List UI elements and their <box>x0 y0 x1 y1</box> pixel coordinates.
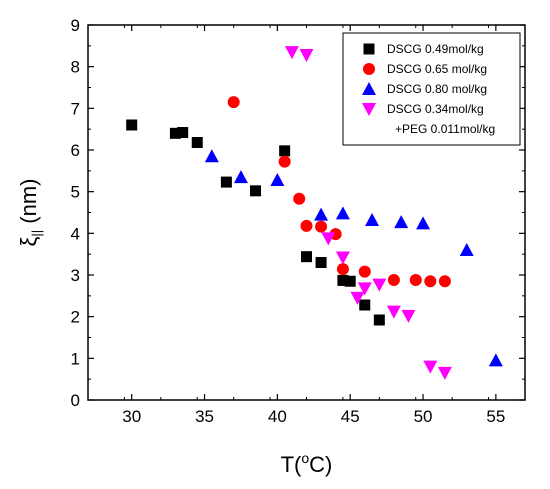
data-point-series-2 <box>409 274 422 286</box>
x-tick-label: 30 <box>122 407 141 426</box>
y-tick-label: 3 <box>71 266 80 285</box>
data-point-series-3 <box>488 353 503 367</box>
legend: DSCG 0.49mol/kg DSCG 0.65 mol/kg DSCG 0.80… <box>342 32 521 146</box>
data-point-series-1 <box>177 127 189 138</box>
x-tick-label: 50 <box>414 407 433 426</box>
y-axis-ticks: 0 1 2 3 4 5 6 7 8 9 <box>71 16 525 410</box>
data-point-series-3 <box>365 213 380 226</box>
x-axis-title-end: C) <box>309 452 332 477</box>
legend-marker-2 <box>363 63 375 75</box>
legend-marker-1 <box>363 43 375 55</box>
x-axis-title: T(oC) <box>281 450 333 477</box>
x-axis-title-main: T( <box>281 452 302 477</box>
data-point-series-4 <box>335 251 350 265</box>
data-point-series-1 <box>169 127 181 139</box>
data-point-series-2 <box>424 275 437 288</box>
data-point-series-1 <box>344 275 356 287</box>
data-point-series-4 <box>401 309 416 323</box>
data-point-series-3 <box>204 149 219 163</box>
data-point-series-2 <box>300 219 313 232</box>
data-point-series-4 <box>321 232 336 246</box>
data-point-series-3 <box>314 207 329 221</box>
y-axis-title: ξ|| (nm) <box>16 179 44 247</box>
y-axis-title-sub: || <box>29 230 44 237</box>
y-tick-label: 6 <box>71 141 80 160</box>
y-tick-label: 5 <box>71 183 80 202</box>
data-point-series-4 <box>423 360 438 374</box>
legend-label-4-line2: +PEG 0.011mol/kg <box>395 122 495 136</box>
data-point-series-1 <box>337 274 349 286</box>
data-point-series-2 <box>293 192 306 205</box>
legend-label-3: DSCG 0.80 mol/kg <box>387 82 487 96</box>
data-point-series-4 <box>357 282 372 296</box>
y-tick-label: 1 <box>71 349 80 368</box>
data-point-series-4 <box>284 46 299 60</box>
data-point-series-4 <box>350 291 365 305</box>
data-point-series-2 <box>278 155 291 168</box>
legend-label-1: DSCG 0.49mol/kg <box>387 42 484 56</box>
data-point-series-4 <box>299 49 314 62</box>
data-point-series-3 <box>270 173 285 186</box>
data-point-series-1 <box>220 176 232 188</box>
data-point-series-2 <box>438 275 451 288</box>
data-point-series-1 <box>279 145 291 157</box>
data-point-series-3 <box>394 215 409 229</box>
data-point-series-2 <box>227 96 240 109</box>
data-point-series-1 <box>359 299 371 311</box>
data-point-series-1 <box>315 257 327 268</box>
y-tick-label: 9 <box>71 16 80 35</box>
data-point-series-4 <box>386 305 401 319</box>
legend-label-2: DSCG 0.65 mol/kg <box>387 62 487 76</box>
data-point-series-1 <box>191 137 203 148</box>
x-tick-label: 55 <box>486 407 505 426</box>
y-axis-title-main: ξ <box>16 236 41 246</box>
data-point-series-3 <box>335 206 350 220</box>
y-tick-label: 0 <box>71 391 80 410</box>
data-point-series-4 <box>372 278 387 292</box>
legend-marker-4 <box>362 103 376 116</box>
data-point-series-2 <box>358 265 371 278</box>
data-point-series-1 <box>301 251 312 263</box>
x-tick-label: 35 <box>195 407 214 426</box>
data-point-series-2 <box>315 220 328 233</box>
x-tick-label: 45 <box>341 407 360 426</box>
x-axis-ticks: 30 35 40 45 50 55 <box>87 25 526 426</box>
data-point-series-2 <box>387 274 400 286</box>
x-axis-title-sup: o <box>301 450 309 466</box>
data-point-series-2 <box>336 263 349 276</box>
data-points <box>126 46 503 380</box>
y-tick-label: 7 <box>71 99 80 118</box>
x-tick-label: 40 <box>268 407 287 426</box>
y-tick-label: 8 <box>71 58 80 77</box>
data-point-series-1 <box>126 119 138 131</box>
data-point-series-1 <box>373 314 385 326</box>
y-axis-title-end: (nm) <box>16 179 41 230</box>
data-point-series-1 <box>250 185 262 197</box>
legend-label-4: DSCG 0.34mol/kg <box>387 102 484 116</box>
data-point-series-3 <box>233 170 248 184</box>
legend-marker-3 <box>362 82 376 95</box>
data-point-series-3 <box>416 216 431 230</box>
data-point-series-3 <box>459 243 474 256</box>
y-tick-label: 2 <box>71 308 80 327</box>
y-tick-label: 4 <box>71 224 80 243</box>
data-point-series-4 <box>437 366 452 380</box>
